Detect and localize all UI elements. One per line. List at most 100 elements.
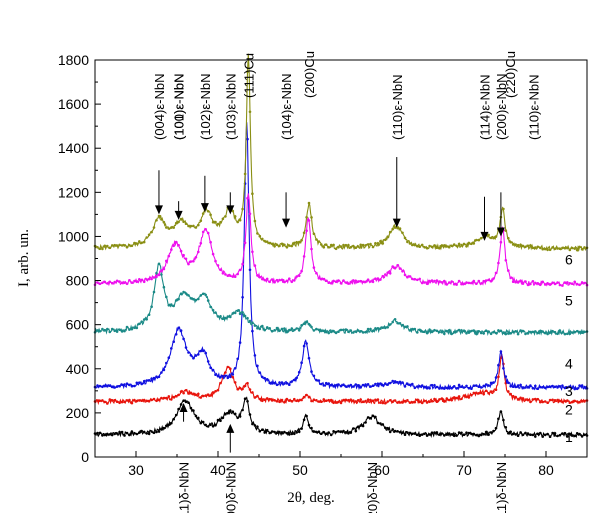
data-point (337, 279, 340, 282)
data-point (135, 280, 139, 284)
data-point (401, 231, 404, 235)
y-tick-label: 400 (66, 361, 90, 377)
data-point (497, 261, 500, 265)
data-point (504, 332, 508, 336)
data-point (447, 432, 451, 435)
data-point (243, 397, 247, 401)
peak-label: (100)ε-NbN (172, 74, 187, 140)
data-point (204, 394, 207, 397)
data-point (384, 273, 387, 276)
data-point (524, 280, 527, 283)
data-point (320, 382, 323, 386)
data-point (140, 320, 143, 324)
data-point (566, 246, 569, 250)
data-point (433, 431, 436, 434)
data-point (165, 295, 168, 299)
data-point (258, 234, 262, 238)
data-point (411, 277, 414, 281)
data-point (487, 233, 490, 237)
data-point (492, 429, 495, 433)
data-point (384, 401, 387, 405)
data-point (447, 398, 451, 402)
data-point (265, 240, 269, 243)
data-point (430, 245, 434, 249)
data-point (241, 207, 244, 211)
data-point (280, 327, 284, 331)
data-point (504, 375, 508, 378)
data-point (337, 330, 340, 334)
data-point (489, 381, 493, 385)
data-point (118, 430, 121, 434)
data-point (526, 283, 530, 287)
data-point (197, 392, 200, 396)
series-6-label: 6 (565, 252, 573, 268)
data-point (420, 281, 424, 285)
data-point (253, 424, 257, 427)
data-point (324, 399, 328, 403)
data-point (283, 243, 286, 247)
data-point (211, 308, 215, 312)
data-point (541, 435, 544, 438)
data-point (238, 312, 242, 316)
data-point (288, 383, 291, 387)
data-point (406, 275, 409, 279)
data-point (553, 399, 557, 402)
data-point (408, 329, 412, 332)
data-point (238, 218, 242, 222)
data-point (197, 250, 200, 254)
data-point (428, 387, 431, 390)
data-point (160, 428, 163, 431)
data-point (430, 383, 434, 387)
data-point (103, 384, 107, 388)
data-point (317, 277, 321, 280)
data-point (371, 384, 375, 388)
data-point (133, 241, 136, 245)
series-3-markers (93, 137, 589, 391)
data-point (475, 238, 478, 242)
peak-label: (110)ε-NbN (527, 74, 542, 140)
data-point (460, 397, 463, 401)
data-point (160, 396, 163, 400)
data-point (96, 384, 99, 387)
data-point (445, 433, 449, 436)
data-point (425, 282, 429, 286)
data-point (96, 399, 99, 402)
data-point (179, 329, 183, 332)
data-point (241, 387, 244, 391)
data-point (511, 280, 515, 284)
data-point (553, 247, 557, 251)
data-point (541, 330, 544, 333)
data-point (374, 382, 377, 386)
data-point (418, 245, 422, 248)
data-point (288, 399, 291, 402)
data-point (447, 387, 451, 390)
data-point (352, 385, 355, 388)
peak-label: (101)ε-NbN (172, 74, 187, 140)
data-point (435, 246, 439, 249)
data-point (327, 431, 331, 434)
data-point (115, 279, 119, 283)
data-point (558, 385, 562, 388)
data-point (145, 379, 148, 382)
data-point (268, 397, 272, 401)
data-point (457, 395, 461, 398)
data-point (142, 318, 146, 321)
data-point (152, 226, 156, 229)
data-point (475, 391, 478, 395)
data-point (440, 432, 444, 435)
data-point (543, 283, 547, 286)
peak-arrow (226, 192, 235, 215)
data-point (275, 383, 279, 387)
data-point (261, 324, 264, 328)
data-point (398, 431, 402, 434)
data-point (391, 379, 395, 383)
data-point (327, 281, 331, 285)
data-point (406, 240, 409, 244)
data-point (155, 275, 158, 279)
data-point (366, 416, 370, 419)
data-point (403, 325, 407, 329)
data-point (460, 282, 463, 286)
data-point (108, 398, 112, 401)
data-point (115, 400, 119, 404)
